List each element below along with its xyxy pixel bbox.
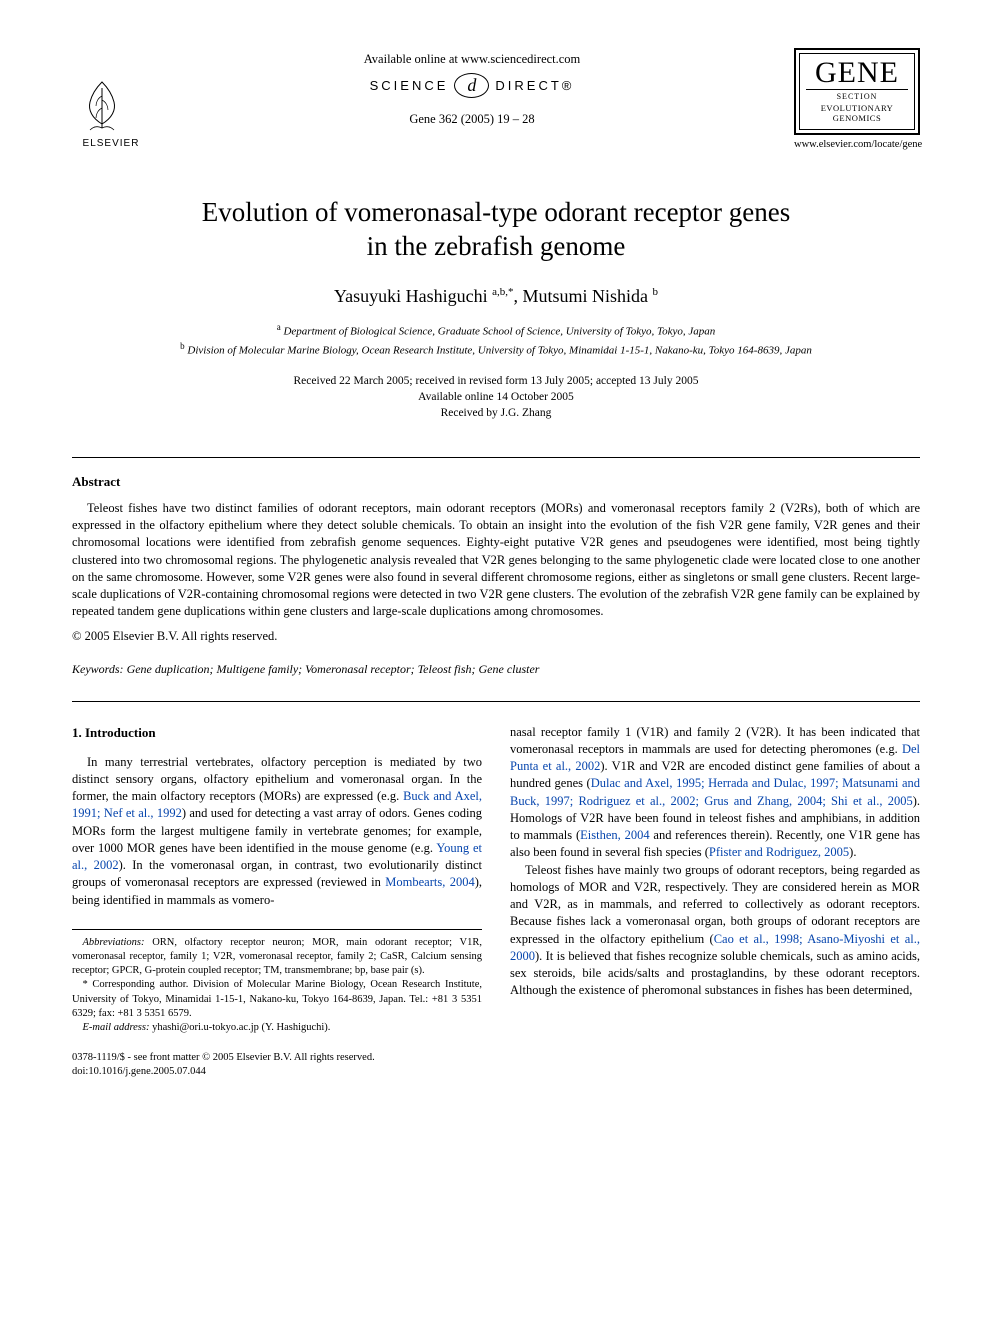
- intro-right-p2: Teleost fishes have mainly two groups of…: [510, 862, 920, 1000]
- right-column: nasal receptor family 1 (V1R) and family…: [510, 724, 920, 1035]
- email-label: E-mail address:: [83, 1022, 150, 1033]
- dates-line3: Received by J.G. Zhang: [441, 407, 552, 419]
- ref-link[interactable]: Eisthen, 2004: [580, 828, 649, 842]
- article-title: Evolution of vomeronasal-type odorant re…: [72, 196, 920, 264]
- journal-logo: GENE SECTION EVOLUTIONARY GENOMICS www.e…: [794, 48, 920, 150]
- page-header: ELSEVIER Available online at www.science…: [72, 48, 920, 150]
- affiliations: a Department of Biological Science, Grad…: [72, 321, 920, 359]
- dates-line2: Available online 14 October 2005: [418, 391, 574, 403]
- ref-link[interactable]: Mombearts, 2004: [385, 875, 474, 889]
- keywords: Keywords: Gene duplication; Multigene fa…: [72, 662, 920, 677]
- ref-link[interactable]: Pfister and Rodriguez, 2005: [709, 845, 849, 859]
- journal-name: GENE: [802, 58, 912, 88]
- citation-text: Gene 362 (2005) 19 – 28: [150, 112, 794, 127]
- body-columns: 1. Introduction In many terrestrial vert…: [72, 724, 920, 1035]
- intro-right-p1: nasal receptor family 1 (V1R) and family…: [510, 724, 920, 862]
- affil-b: Division of Molecular Marine Biology, Oc…: [185, 344, 812, 356]
- title-line2: in the zebrafish genome: [367, 231, 626, 261]
- sd-left: SCIENCE: [370, 78, 449, 93]
- author-2: Mutsumi Nishida: [523, 286, 649, 306]
- publisher-logo: ELSEVIER: [72, 48, 150, 149]
- sd-right: DIRECT®: [495, 78, 574, 93]
- footer-line2: doi:10.1016/j.gene.2005.07.044: [72, 1066, 206, 1077]
- footnotes: Abbreviations: ORN, olfactory receptor n…: [72, 929, 482, 1035]
- sd-d-icon: d: [454, 73, 489, 98]
- authors: Yasuyuki Hashiguchi a,b,*, Mutsumi Nishi…: [72, 286, 920, 307]
- dates-line1: Received 22 March 2005; received in revi…: [294, 375, 699, 387]
- keywords-text: Gene duplication; Multigene family; Vome…: [124, 662, 540, 676]
- abstract-heading: Abstract: [72, 474, 920, 490]
- journal-section: EVOLUTIONARY GENOMICS: [802, 103, 912, 123]
- left-column: 1. Introduction In many terrestrial vert…: [72, 724, 482, 1035]
- journal-section-label: SECTION: [806, 89, 908, 101]
- footnote-abbrev: Abbreviations: ORN, olfactory receptor n…: [72, 936, 482, 979]
- article-dates: Received 22 March 2005; received in revi…: [72, 373, 920, 421]
- sciencedirect-logo: SCIENCE d DIRECT®: [150, 73, 794, 98]
- author-1-sup: a,b,*: [492, 286, 513, 298]
- available-online-text: Available online at www.sciencedirect.co…: [150, 52, 794, 67]
- footnote-corresponding: * Corresponding author. Division of Mole…: [72, 978, 482, 1021]
- keywords-label: Keywords:: [72, 662, 124, 676]
- intro-heading: 1. Introduction: [72, 724, 482, 742]
- abstract-body: Teleost fishes have two distinct familie…: [72, 500, 920, 621]
- footnote-email: E-mail address: yhashi@ori.u-tokyo.ac.jp…: [72, 1021, 482, 1035]
- header-center: Available online at www.sciencedirect.co…: [150, 48, 794, 127]
- author-1: Yasuyuki Hashiguchi: [334, 286, 488, 306]
- elsevier-tree-icon: [72, 76, 132, 136]
- abstract-copyright: © 2005 Elsevier B.V. All rights reserved…: [72, 629, 920, 644]
- divider: [72, 457, 920, 458]
- publisher-name: ELSEVIER: [72, 138, 150, 149]
- intro-left-p1: In many terrestrial vertebrates, olfacto…: [72, 754, 482, 909]
- affil-a: Department of Biological Science, Gradua…: [281, 325, 716, 337]
- journal-url: www.elsevier.com/locate/gene: [794, 139, 920, 150]
- title-line1: Evolution of vomeronasal-type odorant re…: [202, 197, 791, 227]
- divider: [72, 701, 920, 702]
- page-footer: 0378-1119/$ - see front matter © 2005 El…: [72, 1051, 920, 1079]
- abbrev-label: Abbreviations:: [83, 937, 145, 948]
- footer-line1: 0378-1119/$ - see front matter © 2005 El…: [72, 1052, 375, 1063]
- author-2-sup: b: [653, 286, 659, 298]
- journal-box: GENE SECTION EVOLUTIONARY GENOMICS: [794, 48, 920, 135]
